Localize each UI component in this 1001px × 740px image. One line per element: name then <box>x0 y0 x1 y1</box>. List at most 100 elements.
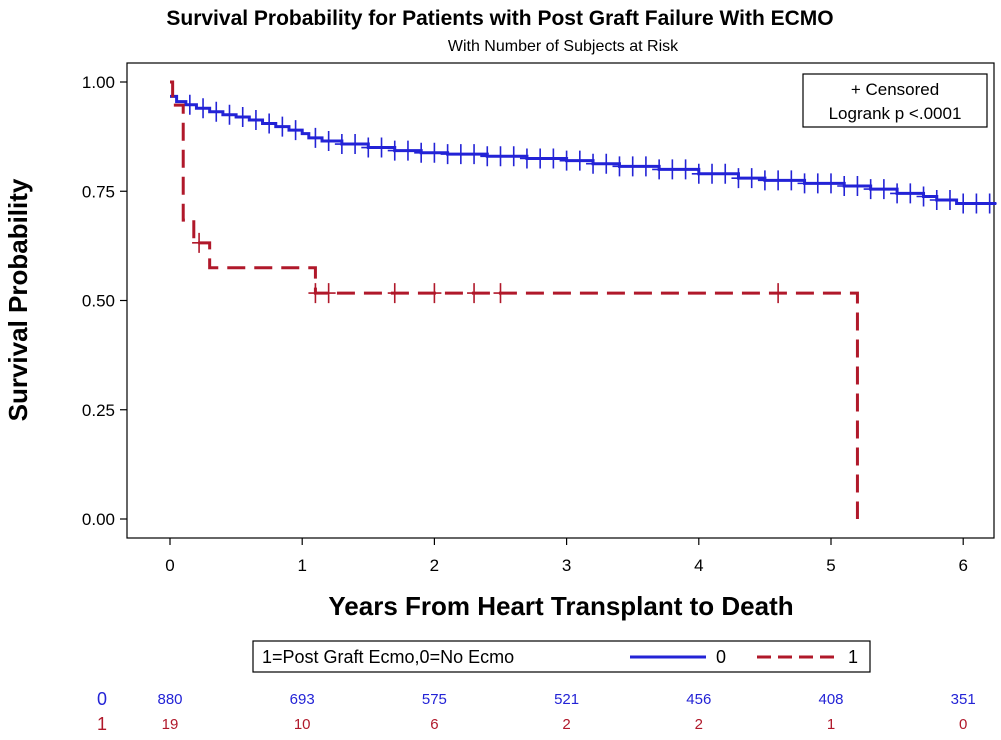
series-layer <box>170 80 997 519</box>
series-0-censor-58 <box>956 193 971 214</box>
inset-box <box>802 73 988 128</box>
series-1-censor-2 <box>321 283 336 304</box>
series-0-censor-47 <box>810 173 825 194</box>
series-0-censor-54 <box>903 183 918 204</box>
series-0-censor-52 <box>876 179 891 200</box>
y-tick-label-1: 0.25 <box>82 401 115 420</box>
series-0-censor-23 <box>493 146 508 167</box>
series-0-censor-59 <box>969 193 984 214</box>
series-0-censor-10 <box>321 130 336 151</box>
series-0-censor-2 <box>209 101 224 122</box>
series-0-censor-25 <box>519 148 534 169</box>
series-0-censor-29 <box>572 150 587 171</box>
x-tick-label-4: 4 <box>694 556 703 575</box>
at-risk-value: 10 <box>294 716 311 733</box>
series-0-censor-15 <box>387 140 402 161</box>
at-risk-value: 575 <box>422 691 447 708</box>
at-risk-value: 693 <box>290 691 315 708</box>
series-0-censor-8 <box>288 120 303 141</box>
series-0-censor-50 <box>850 176 865 197</box>
series-0-censor-28 <box>559 150 574 171</box>
series-0-censor-35 <box>652 159 667 180</box>
series-1-censor-5 <box>467 283 482 304</box>
series-0-censor-32 <box>612 156 627 177</box>
series-0-censor-46 <box>797 173 812 194</box>
series-0-censor-55 <box>916 186 931 207</box>
series-0-censor-19 <box>440 144 455 165</box>
x-tick-label-0: 0 <box>165 556 174 575</box>
x-axis: 0 1 2 3 4 5 6 <box>165 538 968 575</box>
at-risk-value: 19 <box>162 716 179 733</box>
series-0-censor-33 <box>625 156 640 177</box>
series-0-censor-7 <box>275 116 290 137</box>
at-risk-value: 2 <box>562 716 570 733</box>
series-0-censor-40 <box>718 163 733 184</box>
series-0-censor-1 <box>196 98 211 119</box>
series-0-censor-4 <box>235 106 250 127</box>
series-0-censor-27 <box>546 148 561 169</box>
x-tick-label-2: 2 <box>430 556 439 575</box>
legend-title: 1=Post Graft Ecmo,0=No Ecmo <box>262 647 514 667</box>
series-0-censor-30 <box>586 153 601 174</box>
x-tick-label-6: 6 <box>958 556 967 575</box>
series-0-censor-53 <box>890 183 905 204</box>
at-risk-row-label-0: 0 <box>97 689 107 709</box>
at-risk-value: 351 <box>951 691 976 708</box>
series-1-censor-0 <box>192 232 207 253</box>
chart-subtitle: With Number of Subjects at Risk <box>448 38 679 55</box>
series-0-censor-3 <box>222 104 237 125</box>
series-0-censor-34 <box>638 156 653 177</box>
inset-censored: + Censored <box>851 80 939 99</box>
at-risk-row-label-1: 1 <box>97 714 107 734</box>
series-0-censor-36 <box>665 159 680 180</box>
chart-title: Survival Probability for Patients with P… <box>166 7 833 30</box>
series-0-censor-56 <box>929 189 944 210</box>
y-axis: 0.00 0.25 0.50 0.75 1.00 <box>82 73 127 529</box>
series-1-censor-6 <box>493 283 508 304</box>
legend: 1=Post Graft Ecmo,0=No Ecmo 0 1 <box>252 640 871 673</box>
series-0-censor-60 <box>982 193 997 214</box>
at-risk-value: 6 <box>430 716 438 733</box>
series-1-censor-7 <box>771 283 786 304</box>
series-0-censor-51 <box>863 179 878 200</box>
series-0-censor-49 <box>837 176 852 197</box>
series-0-censor-0 <box>182 94 197 115</box>
series-0-censor-16 <box>400 140 415 161</box>
series-0-censor-38 <box>691 163 706 184</box>
legend-entry-0: 0 <box>716 647 726 667</box>
at-risk-value: 521 <box>554 691 579 708</box>
series-0-censor-22 <box>480 146 495 167</box>
plot-frame <box>126 62 995 539</box>
x-tick-label-3: 3 <box>562 556 571 575</box>
series-0-censor-57 <box>942 189 957 210</box>
at-risk-value: 2 <box>695 716 703 733</box>
at-risk-value: 0 <box>959 716 967 733</box>
series-0-censor-42 <box>744 168 759 189</box>
legend-entry-1: 1 <box>848 647 858 667</box>
series-0-censor-5 <box>248 110 263 131</box>
at-risk-value: 1 <box>827 716 835 733</box>
series-0-censor-24 <box>506 146 521 167</box>
series-0-censor-48 <box>824 173 838 194</box>
inset-logrank: Logrank p <.0001 <box>829 104 962 123</box>
series-0-censor-31 <box>599 153 614 174</box>
censor-inset: + Censored Logrank p <.0001 <box>802 73 988 128</box>
series-0-censor-21 <box>467 144 482 165</box>
series-0-censor-44 <box>771 170 786 191</box>
y-axis-label: Survival Probability <box>3 178 33 421</box>
series-1-censor-4 <box>427 283 442 304</box>
series-0-censor-39 <box>705 163 720 184</box>
series-0-censor-45 <box>784 170 799 191</box>
x-tick-label-5: 5 <box>826 556 835 575</box>
series-0-censor-12 <box>348 134 363 155</box>
series-0-censor-43 <box>757 170 772 191</box>
series-1-censor-1 <box>308 283 323 304</box>
series-0-censor-11 <box>334 134 349 155</box>
y-tick-label-2: 0.50 <box>82 292 115 311</box>
series-0-censor-6 <box>262 113 277 134</box>
series-0-censor-9 <box>308 127 323 148</box>
x-axis-label: Years From Heart Transplant to Death <box>328 591 793 621</box>
series-1-censor-3 <box>387 283 402 304</box>
